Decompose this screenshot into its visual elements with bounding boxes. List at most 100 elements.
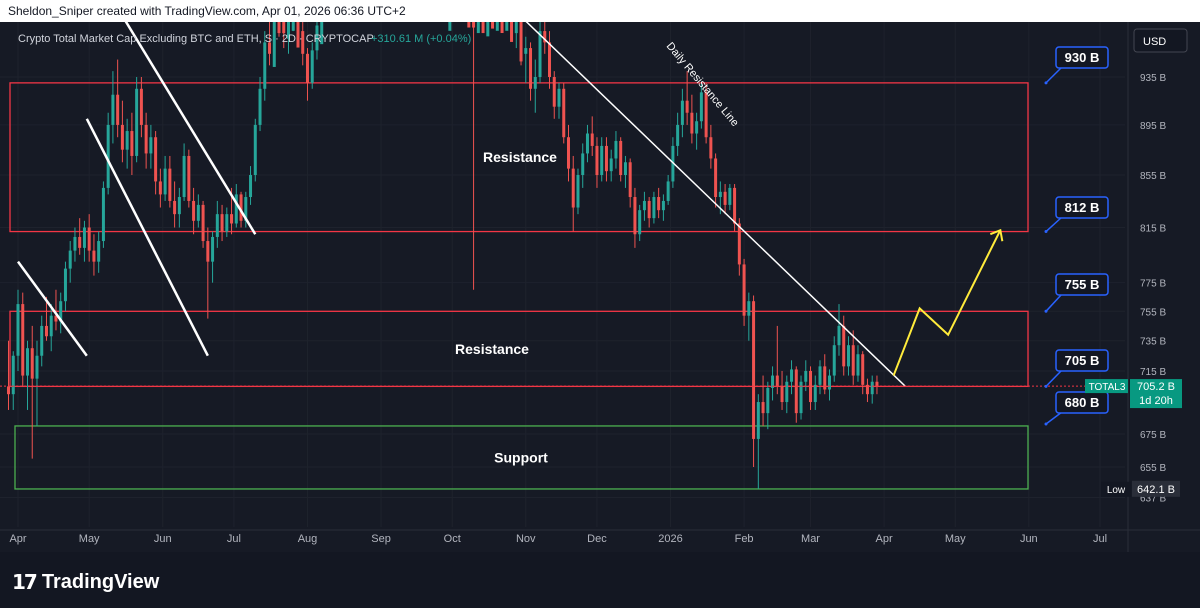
candle-body	[837, 325, 841, 346]
candle-body	[747, 301, 751, 316]
candle-body	[661, 200, 665, 211]
callout-pointer	[1045, 369, 1063, 387]
candle-body	[714, 158, 718, 198]
candle-body	[249, 175, 253, 198]
candle-body	[514, 22, 518, 34]
candle-body	[533, 77, 537, 89]
candle-body	[296, 22, 300, 48]
x-tick-label: May	[79, 533, 100, 545]
y-tick-label: 675 B	[1140, 430, 1166, 441]
candle-body	[268, 42, 272, 54]
candle-body	[116, 94, 120, 125]
candle-body	[54, 315, 58, 322]
x-tick-label: Oct	[444, 533, 461, 545]
candle-body	[11, 355, 15, 395]
candle-body	[158, 181, 162, 195]
candle-body	[752, 301, 756, 439]
candle-body	[78, 236, 82, 248]
y-tick-label: 715 B	[1140, 367, 1166, 378]
callout-pointer	[1045, 411, 1063, 425]
candle-body	[135, 88, 139, 156]
y-tick-label: 655 B	[1140, 463, 1166, 474]
x-tick-label: Nov	[516, 533, 536, 545]
candle-body	[500, 22, 504, 34]
candle-body	[111, 94, 115, 125]
price-change: +310.61 M (+0.04%)	[371, 33, 471, 45]
candle-body	[566, 137, 570, 169]
resistance-zone-label: Resistance	[483, 149, 557, 165]
trendline	[85, 118, 209, 357]
tradingview-logo[interactable]: 17 TradingView	[12, 570, 159, 594]
candle-body	[187, 155, 191, 201]
callout-dot	[1044, 81, 1048, 85]
candle-body	[595, 145, 599, 176]
candle-body	[543, 31, 547, 43]
candle-body	[491, 22, 495, 29]
candle-body	[476, 22, 480, 34]
candle-body	[154, 137, 158, 182]
overlay: 930 B 812 B 755 B 705 B 680 B	[0, 46, 1125, 426]
x-tick-label: Jun	[1020, 533, 1038, 545]
candle-body	[272, 22, 276, 67]
candle-body	[623, 162, 627, 176]
candle-body	[728, 187, 732, 205]
x-tick-label: Apr	[876, 533, 893, 545]
footer: 17 TradingView	[0, 552, 1200, 608]
candle-body	[761, 402, 765, 414]
candle-body	[585, 133, 589, 154]
candle-body	[173, 200, 177, 215]
candle-body	[30, 348, 34, 379]
candle-body	[790, 369, 794, 382]
currency-button[interactable]: USD	[1133, 28, 1188, 53]
candle-body	[809, 370, 813, 403]
candle-body	[144, 124, 148, 154]
callout-text: 680 B	[1065, 395, 1100, 410]
candle-body	[73, 236, 77, 251]
chart-area[interactable]: Resistance Resistance Support Daily Resist…	[0, 11, 1200, 552]
x-tick-label: Apr	[9, 533, 26, 545]
candle-body	[253, 124, 257, 176]
candle-body	[709, 137, 713, 159]
resistance-zone-label: Resistance	[455, 341, 529, 357]
candle-body	[633, 197, 637, 235]
callout-box	[1055, 349, 1109, 372]
level-callout: 705 B	[1044, 349, 1109, 388]
candle-body	[263, 42, 267, 89]
candle-body	[448, 22, 452, 31]
candle-body	[101, 187, 105, 242]
candle-body	[799, 381, 803, 414]
candles	[7, 19, 879, 489]
x-axis: Apr May Jun Jul Aug Sep Oct Nov Dec 2026 Feb Mar Apr…	[0, 529, 1200, 545]
candle-body	[225, 214, 229, 232]
y-tick-label: 815 B	[1140, 224, 1166, 235]
candle-body	[609, 158, 613, 172]
last-price-tag: TOTAL3 705.2 B 1d 20h	[1085, 379, 1182, 409]
candle-body	[538, 31, 542, 77]
projection-arrowhead	[989, 228, 1004, 242]
resistance-zone	[9, 310, 1029, 388]
candle-body	[301, 31, 305, 54]
level-callout: 812 B	[1044, 196, 1109, 234]
tradingview-logo-icon: 17	[12, 570, 38, 594]
candle-body	[832, 345, 836, 376]
candle-body	[120, 124, 124, 150]
callout-pointer	[1045, 293, 1063, 312]
candle-body	[638, 210, 642, 235]
candle-body	[604, 145, 608, 172]
x-tick-label: Dec	[587, 533, 607, 545]
candle-body	[856, 354, 860, 376]
callout-text: 755 B	[1065, 277, 1100, 292]
x-tick-label: Feb	[735, 533, 754, 545]
candle-body	[92, 250, 96, 262]
level-callout: 680 B	[1044, 391, 1109, 426]
candle-body	[548, 42, 552, 77]
callout-dot	[1044, 384, 1048, 388]
trendline	[515, 11, 906, 387]
candle-body	[82, 227, 86, 248]
candle-body	[287, 22, 290, 39]
candle-body	[571, 168, 575, 208]
x-tick-label: Mar	[801, 533, 820, 545]
x-tick-label: May	[945, 533, 966, 545]
x-tick-label: Jul	[1093, 533, 1107, 545]
